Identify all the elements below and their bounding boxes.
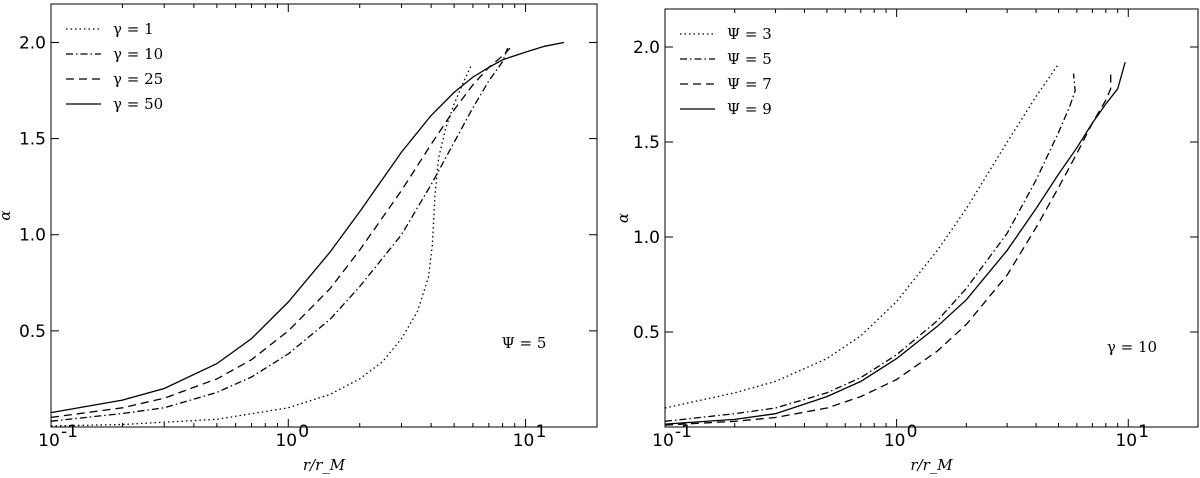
y-tick-label: 1.0 <box>19 226 46 246</box>
series-line-4 <box>664 62 1126 425</box>
y-tick-label: 1.0 <box>633 228 660 248</box>
x-tick-label: 10 <box>275 431 297 451</box>
legend-label: Ψ = 7 <box>727 75 772 93</box>
annotation: Ψ = 5 <box>502 334 547 352</box>
x-tick-exponent: 0 <box>907 422 918 442</box>
x-tick-label: 10 <box>884 431 906 451</box>
y-tick-label: 0.5 <box>19 322 46 342</box>
chart-panel-2: 10 -1 10 0 10 10.51.01.52.0r/r_MαΨ = 3Ψ = 5Ψ … <box>614 8 1199 474</box>
y-axis-label: α <box>0 210 14 220</box>
y-axis-label: α <box>614 213 632 223</box>
plot-frame <box>50 3 598 428</box>
series-line-4 <box>50 41 565 414</box>
plot-frame <box>664 8 1199 428</box>
y-tick-label: 2.0 <box>633 38 660 58</box>
series-line-1 <box>50 65 472 427</box>
legend: Ψ = 3 Ψ = 5 Ψ = 7 Ψ = 9 <box>680 25 772 118</box>
legend-label: Ψ = 3 <box>727 25 772 43</box>
annotation: γ = 10 <box>1107 338 1157 356</box>
x-tick-exponent: -1 <box>675 422 692 442</box>
series-line-2 <box>664 73 1076 422</box>
series-line-3 <box>50 47 511 419</box>
series-line-1 <box>664 63 1060 409</box>
legend-label: γ = 25 <box>113 70 163 88</box>
x-tick-label: 10 <box>513 431 535 451</box>
y-tick-label: 1.5 <box>19 130 46 150</box>
x-axis-label: r/r_M <box>303 456 346 474</box>
x-tick-exponent: -1 <box>61 422 78 442</box>
legend-label: γ = 50 <box>113 95 163 113</box>
x-tick-label: 10 <box>652 431 674 451</box>
y-tick-label: 0.5 <box>633 323 660 343</box>
y-tick-label: 1.5 <box>633 133 660 153</box>
legend-label: γ = 1 <box>113 20 154 38</box>
y-tick-label: 2.0 <box>19 33 46 53</box>
series-line-2 <box>50 47 509 422</box>
x-axis-label: r/r_M <box>910 456 953 474</box>
legend-label: γ = 10 <box>113 45 163 63</box>
x-tick-label: 10 <box>38 431 60 451</box>
x-tick-exponent: 0 <box>298 422 309 442</box>
legend-label: Ψ = 9 <box>727 100 772 118</box>
legend: γ = 1 γ = 10 γ = 25 γ = 50 <box>66 20 163 113</box>
series-line-3 <box>664 73 1112 426</box>
x-tick-label: 10 <box>1115 431 1137 451</box>
x-tick-exponent: 1 <box>536 422 547 442</box>
legend-label: Ψ = 5 <box>727 50 772 68</box>
x-tick-exponent: 1 <box>1138 422 1149 442</box>
